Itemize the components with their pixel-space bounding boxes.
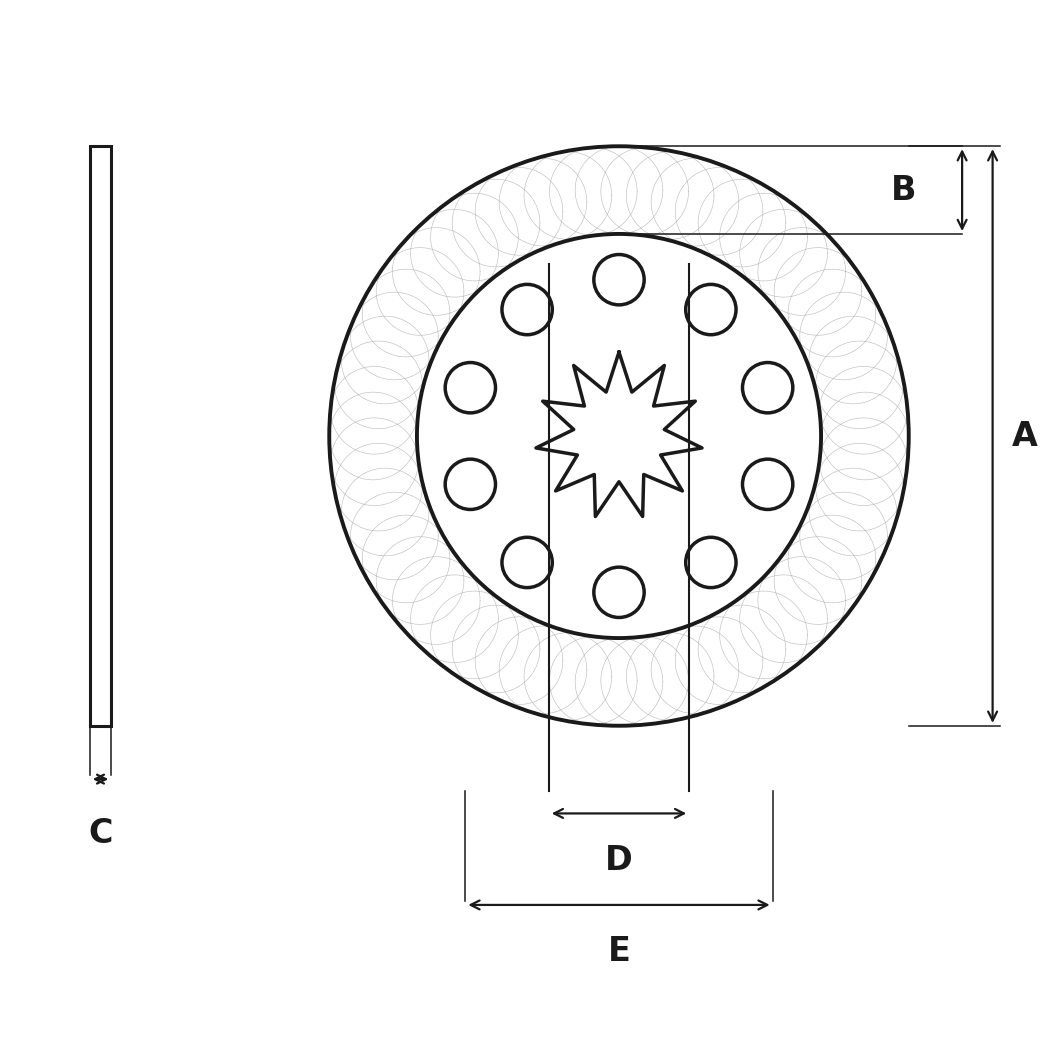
Circle shape: [743, 459, 792, 510]
Circle shape: [594, 254, 645, 305]
Polygon shape: [536, 352, 702, 517]
Text: C: C: [89, 818, 113, 850]
Bar: [90, 147, 111, 726]
Text: A: A: [1012, 420, 1037, 453]
Circle shape: [686, 285, 736, 334]
Circle shape: [417, 234, 821, 638]
Text: D: D: [606, 844, 633, 877]
Circle shape: [686, 537, 736, 588]
Text: B: B: [890, 174, 917, 207]
Circle shape: [502, 285, 552, 334]
Circle shape: [502, 537, 552, 588]
Circle shape: [445, 459, 496, 510]
Circle shape: [594, 568, 645, 617]
Circle shape: [445, 363, 496, 413]
Text: E: E: [608, 936, 631, 968]
Circle shape: [743, 363, 792, 413]
